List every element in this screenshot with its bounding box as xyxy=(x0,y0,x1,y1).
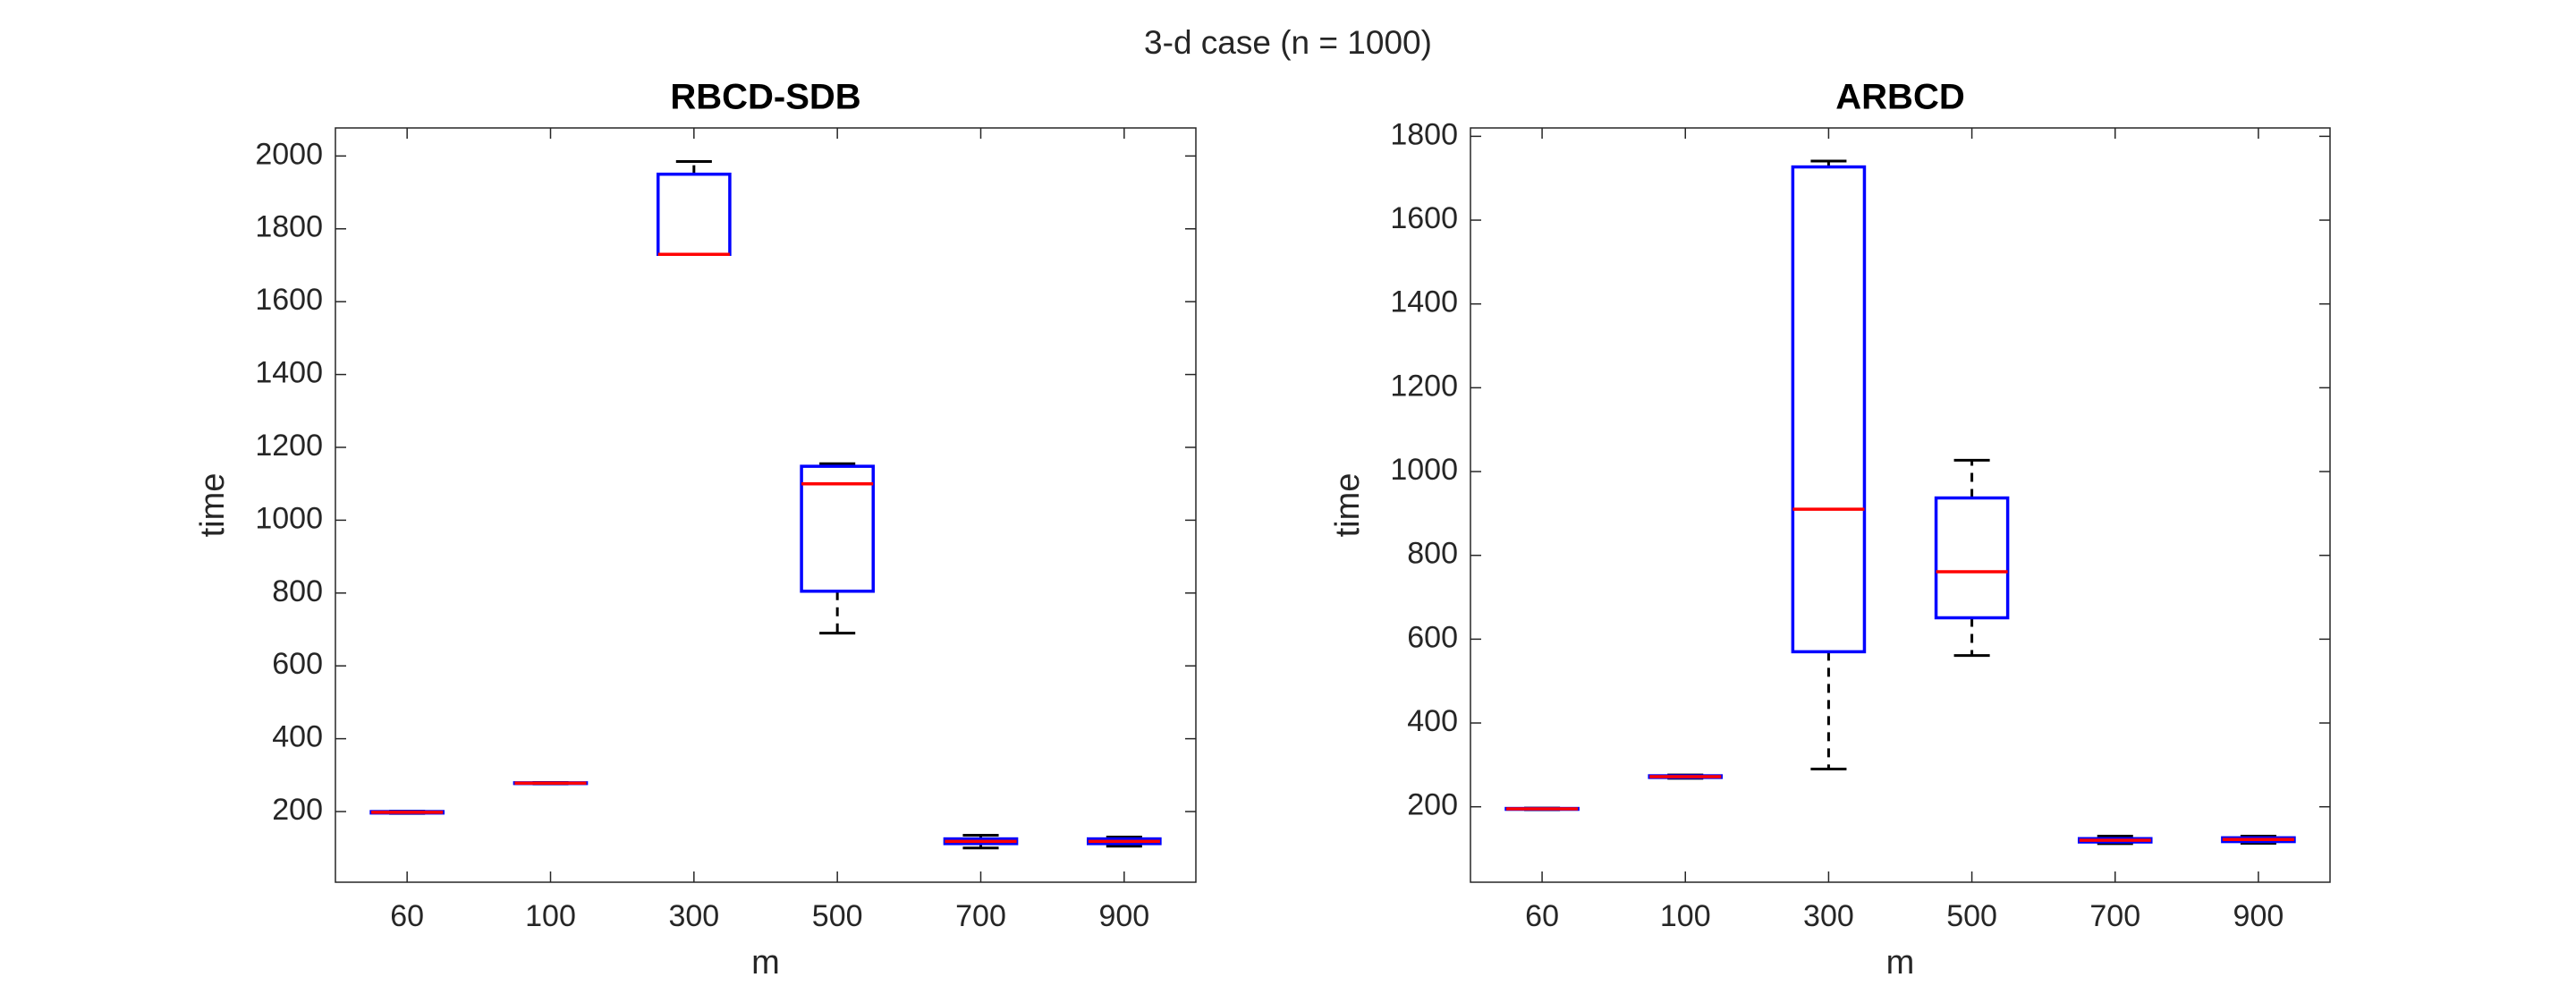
y-tick-label: 200 xyxy=(272,793,323,827)
chart-title: RBCD-SDB xyxy=(670,78,860,117)
y-tick-label: 1400 xyxy=(1390,285,1458,319)
x-tick-label: 60 xyxy=(1525,899,1559,933)
y-tick-label: 1000 xyxy=(1390,453,1458,487)
x-tick-label: 500 xyxy=(1946,899,1997,933)
y-tick-label: 1200 xyxy=(1390,369,1458,403)
box xyxy=(800,464,875,593)
x-tick-label: 100 xyxy=(1660,899,1711,933)
y-tick-label: 1400 xyxy=(255,356,323,390)
x-tick-label: 60 xyxy=(390,899,424,933)
box xyxy=(1934,496,2010,620)
chart-title: ARBCD xyxy=(1835,78,1964,117)
x-tick-label: 300 xyxy=(668,899,719,933)
x-tick-label: 900 xyxy=(2233,899,2284,933)
x-tick-label: 700 xyxy=(2089,899,2140,933)
y-tick-label: 1000 xyxy=(255,501,323,535)
y-tick-label: 600 xyxy=(272,647,323,681)
y-axis-label: time xyxy=(1329,473,1367,538)
y-tick-label: 800 xyxy=(272,574,323,608)
y-tick-label: 1600 xyxy=(255,283,323,317)
y-tick-label: 600 xyxy=(1407,620,1458,654)
y-tick-label: 1600 xyxy=(1390,201,1458,235)
x-axis-label: m xyxy=(1886,944,1915,982)
y-tick-label: 800 xyxy=(1407,537,1458,571)
x-tick-label: 700 xyxy=(955,899,1006,933)
axes-box xyxy=(1470,127,2331,883)
y-tick-label: 2000 xyxy=(255,137,323,171)
box xyxy=(1791,165,1867,654)
figure-title: 3-d case (n = 1000) xyxy=(1144,24,1432,61)
x-tick-label: 900 xyxy=(1098,899,1149,933)
y-tick-label: 1200 xyxy=(255,429,323,463)
y-tick-label: 400 xyxy=(272,720,323,754)
x-tick-label: 500 xyxy=(812,899,863,933)
y-tick-label: 200 xyxy=(1407,788,1458,822)
y-tick-label: 1800 xyxy=(1390,117,1458,151)
y-tick-label: 400 xyxy=(1407,704,1458,738)
y-axis-label: time xyxy=(194,473,232,538)
x-tick-label: 100 xyxy=(525,899,576,933)
x-axis-label: m xyxy=(751,944,780,982)
y-tick-label: 1800 xyxy=(255,210,323,244)
axes-box xyxy=(335,127,1197,883)
x-tick-label: 300 xyxy=(1803,899,1854,933)
